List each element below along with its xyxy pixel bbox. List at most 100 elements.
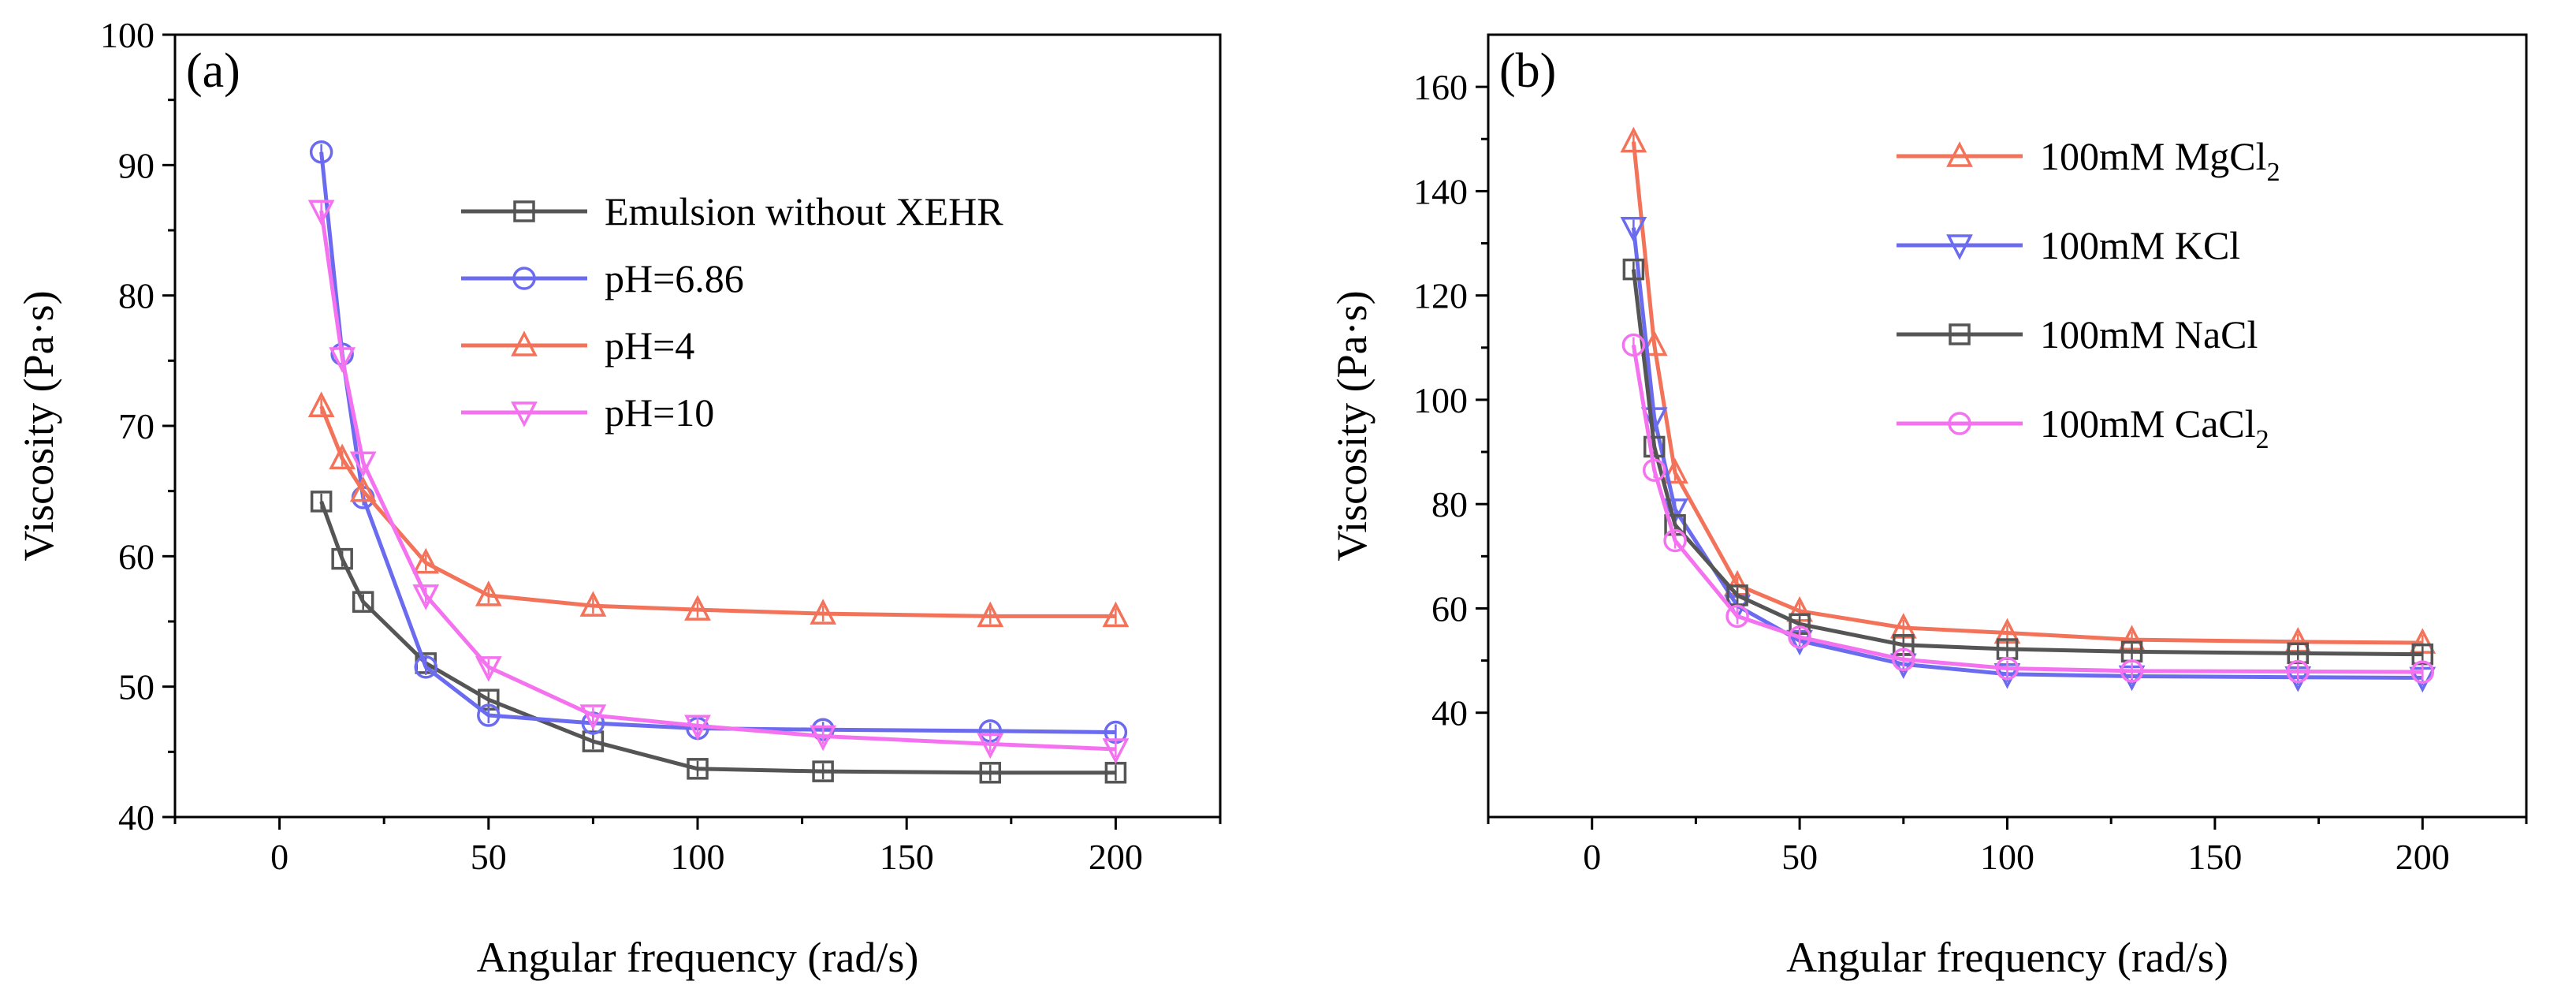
data-point xyxy=(579,704,607,730)
legend-marker xyxy=(1949,323,1971,345)
x-tick-label: 150 xyxy=(2187,837,2242,877)
legend-entry: 100mM KCl xyxy=(2040,223,2240,267)
data-point xyxy=(810,599,836,625)
data-point xyxy=(1102,601,1130,628)
data-point xyxy=(1621,333,1646,357)
data-point xyxy=(977,733,1004,759)
data-point xyxy=(349,451,377,478)
y-tick-label: 160 xyxy=(1413,67,1468,107)
legend-entry: 100mM NaCl xyxy=(2040,312,2258,356)
legend-entry: Emulsion without XEHR xyxy=(605,189,1003,233)
x-tick-label: 150 xyxy=(880,837,934,877)
series-line xyxy=(319,405,1116,618)
y-tick-label: 90 xyxy=(118,145,154,185)
data-point xyxy=(1788,625,1811,649)
data-point xyxy=(414,655,437,679)
x-tick-label: 0 xyxy=(270,837,288,877)
x-tick-label: 200 xyxy=(1089,837,1143,877)
legend-marker xyxy=(1946,234,1973,260)
legend-subscript: 2 xyxy=(2256,425,2269,454)
series-line xyxy=(1631,227,2423,680)
data-point xyxy=(1725,604,1749,629)
data-point xyxy=(1995,656,2019,681)
x-tick-label: 100 xyxy=(1980,837,2034,877)
x-tick-label: 0 xyxy=(1583,837,1601,877)
data-point xyxy=(1622,258,1645,281)
series-3 xyxy=(307,200,1130,764)
data-point xyxy=(1643,435,1666,458)
data-point xyxy=(412,584,440,610)
legend-marker xyxy=(1946,141,1973,167)
y-tick-label: 100 xyxy=(1413,380,1468,420)
data-point xyxy=(349,476,377,502)
data-point xyxy=(1620,216,1647,243)
panel-label: (b) xyxy=(1499,44,1556,98)
data-point xyxy=(331,547,353,570)
legend: Emulsion without XEHR pH=6.86 pH=4 pH=10 xyxy=(461,189,1003,435)
y-tick-label: 120 xyxy=(1413,276,1468,316)
data-point xyxy=(579,591,607,617)
data-point xyxy=(684,715,711,741)
data-point xyxy=(810,725,836,752)
data-point xyxy=(309,140,333,164)
data-point xyxy=(2286,659,2310,684)
data-point xyxy=(1662,457,1688,484)
data-point xyxy=(412,547,440,574)
panel-a: 0 50 100 150 200 40 50 60 70 80 90 100 Angular frequ… xyxy=(15,15,1222,981)
legend-subscript: 2 xyxy=(2267,158,2280,187)
data-point xyxy=(2410,660,2435,684)
y-tick-label: 80 xyxy=(1431,484,1468,524)
x-axis-title: Angular frequency (rad/s) xyxy=(1786,934,2228,981)
data-point xyxy=(352,591,374,613)
y-tick-label: 70 xyxy=(118,406,154,446)
legend-entry: 100mM CaCl2 xyxy=(2040,401,2269,454)
legend-entry: pH=6.86 xyxy=(605,256,744,300)
series-0 xyxy=(1620,126,2436,654)
y-tick-label: 40 xyxy=(118,797,154,838)
legend-marker xyxy=(1948,412,1971,435)
data-point xyxy=(1642,458,1666,482)
legend-marker xyxy=(511,330,538,356)
data-point xyxy=(329,347,356,373)
series-line xyxy=(1631,345,2423,674)
data-point xyxy=(475,580,502,606)
data-point xyxy=(2120,659,2144,683)
x-tick-label: 50 xyxy=(1781,837,1818,877)
legend-marker xyxy=(512,267,536,290)
data-point xyxy=(2411,643,2434,666)
series-line xyxy=(319,151,1116,735)
panel-label: (a) xyxy=(186,44,240,98)
data-point xyxy=(477,703,501,727)
data-point xyxy=(977,601,1004,628)
data-point xyxy=(582,730,605,752)
series-2 xyxy=(307,391,1130,628)
data-point xyxy=(2287,642,2310,665)
series-line xyxy=(319,210,1116,752)
data-point xyxy=(1892,647,1915,672)
legend-marker xyxy=(513,200,535,222)
series-3 xyxy=(1621,333,2435,684)
data-point xyxy=(329,443,356,470)
y-tick-label: 100 xyxy=(100,15,154,55)
legend-entry: pH=10 xyxy=(605,390,714,435)
x-tick-label: 200 xyxy=(2395,837,2450,877)
data-point xyxy=(1102,738,1130,764)
data-point xyxy=(812,760,834,782)
y-tick-label: 40 xyxy=(1431,693,1468,733)
y-tick-label: 50 xyxy=(118,667,154,707)
x-axis-title: Angular frequency (rad/s) xyxy=(477,934,919,981)
panel-b: 0 50 100 150 200 40 60 80 100 120 140 160 Angular fr… xyxy=(1328,33,2528,981)
legend-entry: 100mM MgCl2 xyxy=(2040,134,2280,187)
series-0 xyxy=(310,491,1127,784)
data-point xyxy=(1640,407,1668,433)
legend-marker xyxy=(511,401,538,427)
y-tick-label: 60 xyxy=(1431,588,1468,629)
data-point xyxy=(979,762,1002,784)
x-tick-label: 100 xyxy=(671,837,725,877)
data-point xyxy=(307,391,335,417)
data-point xyxy=(1663,528,1687,553)
y-axis-title: Viscosity (Pa·s) xyxy=(1328,290,1375,561)
y-tick-label: 140 xyxy=(1413,171,1468,211)
